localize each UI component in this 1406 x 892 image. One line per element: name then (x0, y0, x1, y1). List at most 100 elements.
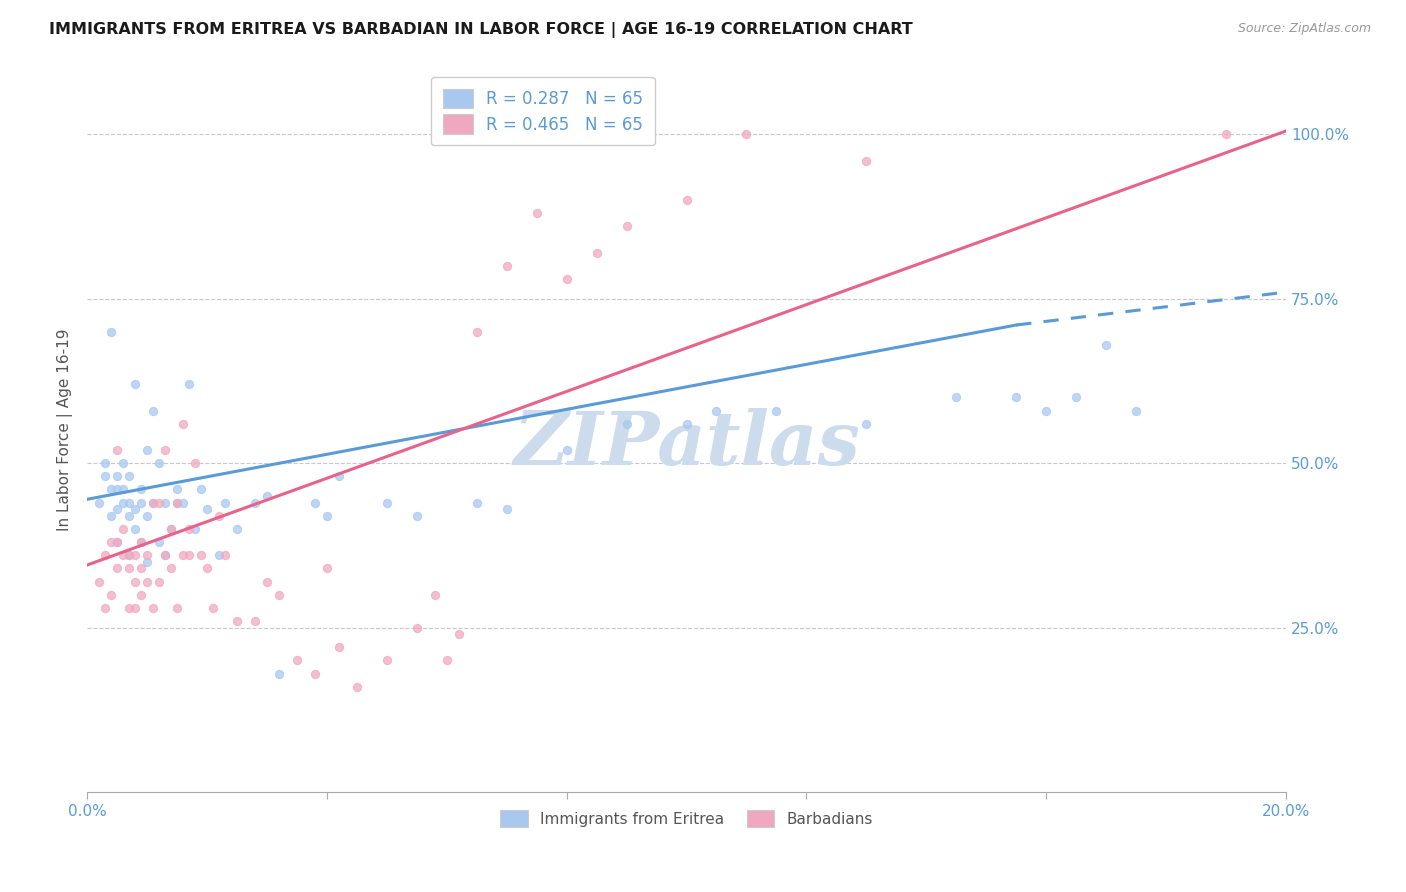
Point (166, 495, 188, 509)
Point (226, 522, 249, 536)
Point (112, 495, 135, 509)
Point (166, 600, 188, 615)
Point (129, 588, 152, 602)
Point (315, 561, 337, 575)
Point (112, 548, 135, 562)
Point (105, 561, 128, 575)
Point (166, 483, 188, 497)
Point (136, 548, 159, 562)
Point (465, 325, 488, 339)
Point (328, 469, 350, 483)
Point (136, 508, 159, 523)
Point (190, 483, 212, 497)
Point (855, 417, 877, 431)
Point (267, 666, 290, 681)
Point (148, 535, 170, 549)
Point (124, 377, 146, 392)
Point (735, 128, 758, 142)
Point (148, 495, 170, 509)
Point (616, 417, 638, 431)
Point (256, 574, 278, 589)
Point (190, 548, 212, 562)
Point (94, 548, 117, 562)
Point (675, 193, 697, 207)
Point (1125, 403, 1147, 417)
Point (177, 522, 200, 536)
Point (160, 561, 183, 575)
Point (346, 680, 368, 694)
Point (100, 535, 122, 549)
Point (177, 377, 200, 392)
Point (129, 483, 152, 497)
Point (201, 600, 224, 615)
Point (447, 627, 470, 641)
Point (118, 469, 141, 483)
Point (706, 403, 728, 417)
Point (243, 614, 266, 628)
Point (118, 548, 141, 562)
Point (153, 548, 176, 562)
Point (129, 561, 152, 575)
Point (172, 548, 194, 562)
Point (436, 653, 458, 667)
Point (129, 535, 152, 549)
Point (195, 561, 218, 575)
Point (1215, 128, 1237, 142)
Point (555, 442, 578, 457)
Point (195, 502, 218, 516)
Point (105, 469, 128, 483)
Point (124, 502, 146, 516)
Point (112, 522, 135, 536)
Point (118, 495, 141, 509)
Point (118, 561, 141, 575)
Point (105, 502, 128, 516)
Point (945, 390, 967, 404)
Point (526, 206, 548, 220)
Point (94, 456, 117, 470)
Point (129, 535, 152, 549)
Point (124, 548, 146, 562)
Point (184, 522, 207, 536)
Point (495, 259, 517, 273)
Point (153, 442, 176, 457)
Point (208, 548, 231, 562)
Point (267, 588, 290, 602)
Point (124, 522, 146, 536)
Text: ZIPatlas: ZIPatlas (513, 409, 860, 481)
Point (172, 495, 194, 509)
Point (136, 442, 159, 457)
Point (118, 508, 141, 523)
Point (142, 403, 165, 417)
Point (94, 600, 117, 615)
Point (765, 403, 787, 417)
Point (555, 272, 578, 286)
Point (855, 153, 877, 168)
Point (160, 522, 183, 536)
Point (616, 219, 638, 234)
Point (136, 574, 159, 589)
Point (100, 508, 122, 523)
Point (184, 456, 207, 470)
Point (142, 600, 165, 615)
Point (118, 548, 141, 562)
Point (405, 621, 427, 635)
Text: IMMIGRANTS FROM ERITREA VS BARBADIAN IN LABOR FORCE | AGE 16-19 CORRELATION CHAR: IMMIGRANTS FROM ERITREA VS BARBADIAN IN … (49, 22, 912, 38)
Point (100, 325, 122, 339)
Point (328, 640, 350, 655)
Point (465, 495, 488, 509)
Point (423, 588, 446, 602)
Point (129, 495, 152, 509)
Point (315, 508, 337, 523)
Point (148, 574, 170, 589)
Point (118, 600, 141, 615)
Point (105, 535, 128, 549)
Point (243, 495, 266, 509)
Point (112, 483, 135, 497)
Point (375, 653, 398, 667)
Point (100, 588, 122, 602)
Point (172, 417, 194, 431)
Point (226, 614, 249, 628)
Legend: Immigrants from Eritrea, Barbadians: Immigrants from Eritrea, Barbadians (492, 802, 880, 835)
Point (166, 495, 188, 509)
Point (1064, 390, 1087, 404)
